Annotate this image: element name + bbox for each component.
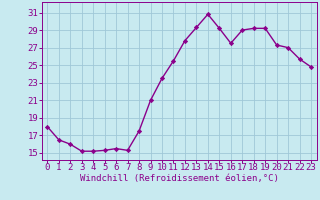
X-axis label: Windchill (Refroidissement éolien,°C): Windchill (Refroidissement éolien,°C) [80, 174, 279, 183]
